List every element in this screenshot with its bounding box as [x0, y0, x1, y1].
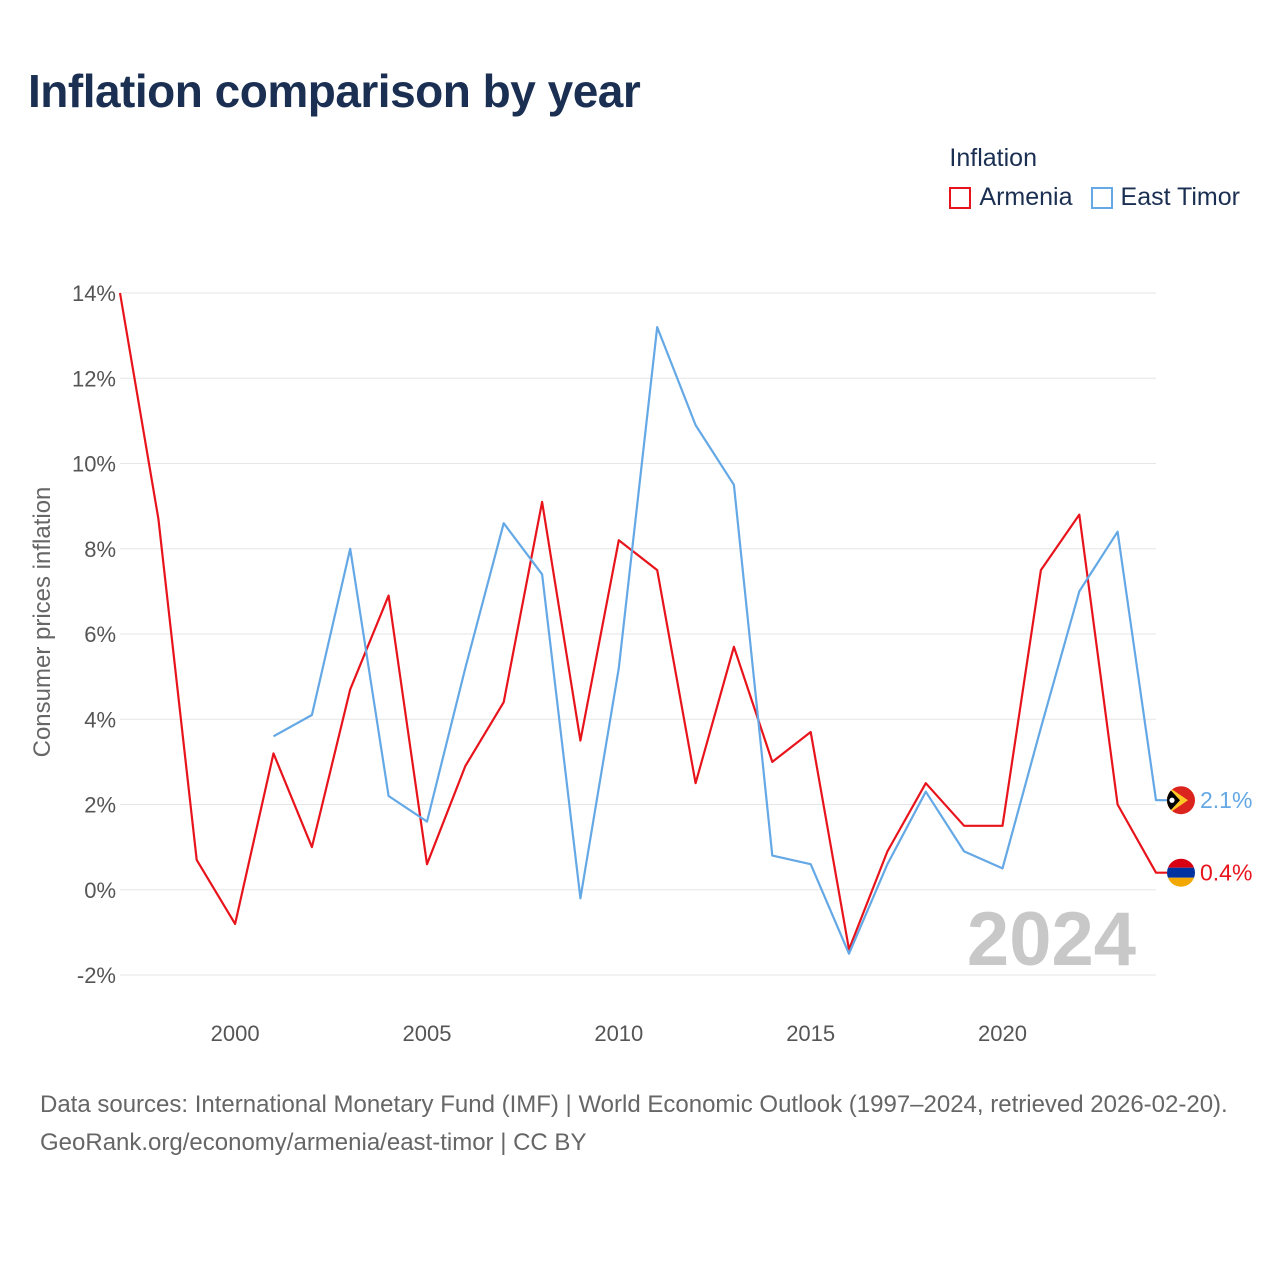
x-tick-label: 2000	[211, 1021, 260, 1046]
y-tick-label: -2%	[77, 963, 116, 988]
x-tick-label: 2020	[978, 1021, 1027, 1046]
year-watermark: 2024	[967, 897, 1136, 982]
y-tick-label: 2%	[84, 793, 116, 818]
legend-item-armenia[interactable]: Armenia	[949, 183, 1073, 212]
legend-item-east-timor[interactable]: East Timor	[1090, 183, 1240, 212]
y-tick-label: 10%	[72, 452, 116, 477]
y-axis-label: Consumer prices inflation	[29, 487, 56, 758]
y-tick-label: 12%	[72, 366, 116, 391]
y-tick-label: 8%	[84, 537, 116, 562]
flag-armenia-icon	[1167, 858, 1195, 887]
legend-swatch-east-timor	[1090, 186, 1113, 209]
line-chart: -2%0%2%4%6%8%10%12%14% 2000 2005 2010 2015 2…	[29, 281, 1252, 1046]
legend-items: Armenia East Timor	[949, 183, 1240, 212]
x-tick-label: 2005	[402, 1021, 451, 1046]
series-line-east-timor[interactable]	[272, 326, 1168, 955]
legend-label-east-timor: East Timor	[1120, 183, 1240, 211]
series-line-armenia[interactable]	[118, 292, 1167, 951]
footer: Data sources: International Monetary Fun…	[40, 1086, 1250, 1162]
footer-credit: GeoRank.org/economy/armenia/east-timor |…	[40, 1129, 587, 1156]
legend-swatch-armenia	[949, 186, 972, 209]
end-markers: 0.4% 2.1%	[1167, 786, 1252, 887]
y-tick-label: 14%	[72, 281, 116, 306]
y-tick-label: 6%	[84, 622, 116, 647]
y-tick-label: 0%	[84, 878, 116, 903]
x-axis-ticks: 2000 2005 2010 2015 2020	[211, 1021, 1027, 1046]
legend-title: Inflation	[949, 144, 1037, 172]
y-tick-label: 4%	[84, 707, 116, 732]
end-label-east-timor: 2.1%	[1200, 787, 1252, 813]
x-tick-label: 2010	[594, 1021, 643, 1046]
x-tick-label: 2015	[786, 1021, 835, 1046]
chart-title: Inflation comparison by year	[28, 65, 641, 117]
legend-label-armenia: Armenia	[979, 183, 1073, 211]
gridlines	[120, 292, 1156, 976]
series	[118, 292, 1168, 955]
footer-sources: Data sources: International Monetary Fun…	[40, 1091, 1228, 1118]
y-axis-ticks: -2% 0% 2% 4% 6% 8% 10% 12% 14%	[72, 281, 116, 988]
end-label-armenia: 0.4%	[1200, 860, 1252, 886]
legend: Inflation Armenia East Timor	[949, 144, 1240, 212]
flag-east-timor-icon	[1167, 786, 1195, 815]
